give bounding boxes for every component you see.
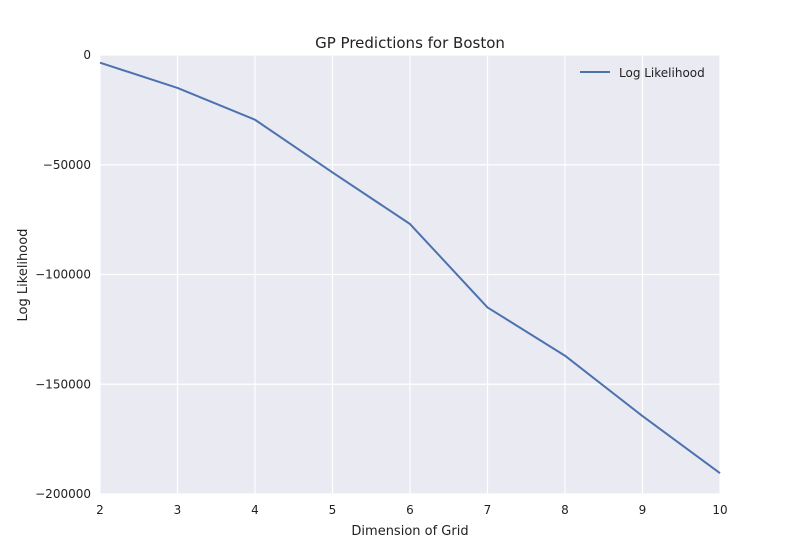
y-tick-label: −50000	[43, 158, 91, 172]
y-axis-ticks: 0 −50000 −100000 −150000 −200000	[35, 48, 91, 501]
x-axis-ticks: 2 3 4 5 6 7 8 9 10	[96, 503, 727, 517]
y-tick-label: −100000	[35, 268, 91, 282]
y-axis-label: Log Likelihood	[16, 229, 31, 322]
data-point	[409, 223, 411, 225]
data-point	[719, 472, 721, 474]
x-tick-label: 2	[96, 503, 104, 517]
data-point	[332, 171, 334, 173]
y-tick-label: 0	[83, 48, 91, 62]
x-tick-label: 6	[406, 503, 414, 517]
grid	[99, 54, 721, 495]
x-tick-label: 5	[329, 503, 337, 517]
chart-title: GP Predictions for Boston	[315, 34, 505, 52]
x-tick-label: 9	[639, 503, 647, 517]
x-tick-label: 8	[561, 503, 569, 517]
x-tick-label: 4	[251, 503, 259, 517]
data-point	[254, 119, 256, 121]
x-tick-label: 10	[712, 503, 727, 517]
data-point	[99, 62, 101, 64]
legend-label: Log Likelihood	[619, 66, 705, 80]
data-point	[487, 306, 489, 308]
x-tick-label: 7	[484, 503, 492, 517]
data-point	[177, 87, 179, 89]
data-point	[642, 415, 644, 417]
y-tick-label: −150000	[35, 377, 91, 391]
y-tick-label: −200000	[35, 487, 91, 501]
x-axis-label: Dimension of Grid	[351, 524, 468, 539]
legend: Log Likelihood	[580, 66, 705, 80]
series-layer	[99, 61, 721, 474]
x-tick-label: 3	[174, 503, 182, 517]
series-line	[99, 61, 721, 474]
data-point	[564, 355, 566, 357]
